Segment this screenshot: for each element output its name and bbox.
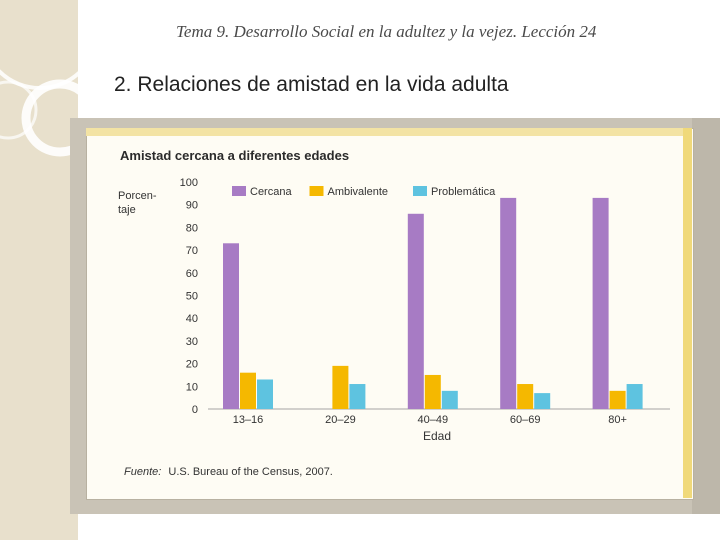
- slide-header-title: Tema 9. Desarrollo Social en la adultez …: [176, 22, 597, 41]
- y-tick-label: 10: [186, 381, 198, 393]
- legend-label: Cercana: [250, 186, 292, 198]
- chart-card-accent-bar: [683, 128, 692, 498]
- side-decoration-panel: [0, 0, 78, 540]
- y-tick-label: 90: [186, 200, 198, 212]
- y-tick-label: 70: [186, 245, 198, 257]
- y-tick-label: 20: [186, 359, 198, 371]
- bar-problemática: [441, 390, 458, 409]
- slide-heading: 2. Relaciones de amistad en la vida adul…: [114, 73, 509, 96]
- y-tick-label: 30: [186, 336, 198, 348]
- y-axis-label: Porcen- taje: [118, 190, 160, 216]
- bar-cercana: [500, 197, 517, 409]
- chart-source: Fuente: U.S. Bureau of the Census, 2007.: [124, 466, 333, 478]
- bar-cercana: [407, 213, 424, 409]
- legend-swatch: [413, 186, 427, 196]
- x-category-label: 80+: [608, 414, 627, 426]
- chart-title: Amistad cercana a diferentes edades: [120, 148, 349, 163]
- y-tick-label: 60: [186, 268, 198, 280]
- y-tick-label: 0: [192, 404, 198, 416]
- y-tick-label: 80: [186, 222, 198, 234]
- bar-ambivalente: [609, 390, 626, 409]
- chart-card-top-band: [86, 128, 692, 136]
- bar-ambivalente: [240, 372, 256, 409]
- x-category-label: 20–29: [325, 414, 356, 426]
- y-tick-label: 40: [186, 313, 198, 325]
- y-tick-label: 100: [180, 177, 198, 189]
- x-category-label: 13–16: [233, 414, 264, 426]
- photo-shadow: [692, 118, 720, 514]
- bar-cercana: [223, 243, 239, 409]
- legend-swatch: [232, 186, 246, 196]
- legend-label: Problemática: [431, 186, 496, 198]
- bar-problemática: [534, 393, 551, 409]
- legend-label: Ambivalente: [328, 186, 389, 198]
- bar-ambivalente: [517, 384, 534, 409]
- bar-cercana: [592, 197, 609, 409]
- source-label: Fuente:: [124, 466, 161, 478]
- legend-swatch: [309, 186, 324, 196]
- bar-ambivalente: [332, 365, 349, 409]
- bar-ambivalente: [424, 374, 441, 409]
- bar-problemática: [257, 379, 273, 409]
- source-text: U.S. Bureau of the Census, 2007.: [168, 466, 333, 478]
- decorative-circles: [0, 69, 78, 157]
- x-category-label: 60–69: [510, 414, 541, 426]
- bar-problemática: [626, 384, 643, 409]
- x-axis-label: Edad: [423, 429, 451, 443]
- bar-problemática: [349, 384, 366, 409]
- x-category-label: 40–49: [418, 414, 449, 426]
- y-tick-label: 50: [186, 291, 198, 303]
